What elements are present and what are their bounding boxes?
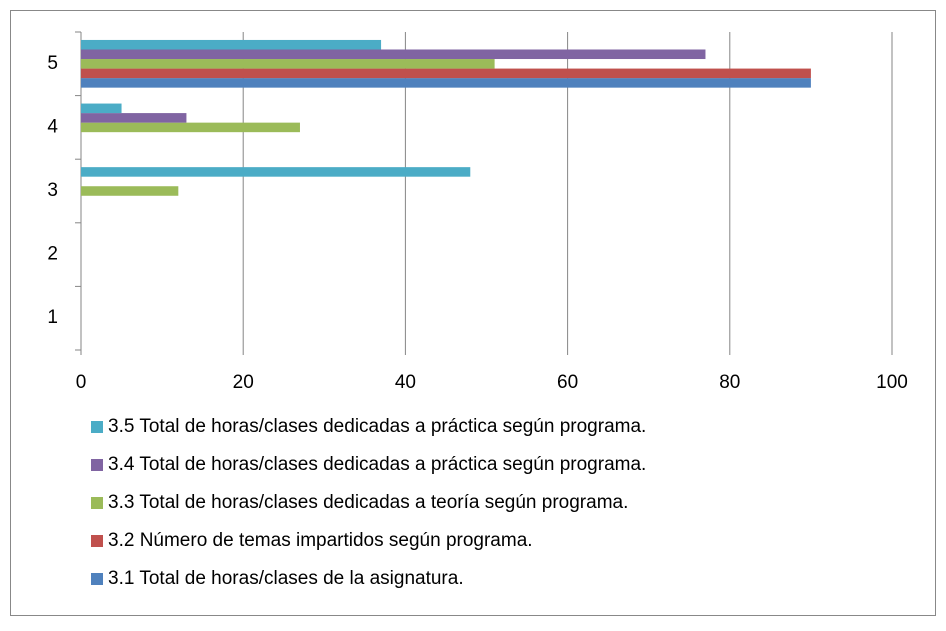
legend-swatch: [91, 497, 103, 509]
bar: [81, 167, 471, 177]
x-tick-label: 100: [876, 372, 908, 393]
bar: [81, 113, 187, 123]
bar: [81, 122, 300, 133]
x-tick-label: 80: [719, 372, 740, 393]
bar: [81, 59, 495, 69]
bar: [81, 78, 811, 88]
legend-label: 3.1 Total de horas/clases de la asignatu…: [108, 568, 464, 589]
legend-label: 3.2 Número de temas impartidos según pro…: [108, 530, 533, 551]
legend-label: 3.3 Total de horas/clases dedicadas a te…: [108, 492, 628, 513]
x-tick-label: 40: [395, 372, 416, 393]
legend-swatch: [91, 535, 103, 547]
bar: [81, 186, 179, 196]
bar: [81, 39, 382, 50]
x-tick-label: 0: [76, 372, 87, 393]
bar: [81, 68, 811, 79]
legend-swatch: [91, 459, 103, 471]
legend-label: 3.5 Total de horas/clases dedicadas a pr…: [108, 416, 646, 437]
legend-label: 3.4 Total de horas/clases dedicadas a pr…: [108, 454, 646, 475]
bar: [81, 103, 122, 114]
y-tick-label: 3: [47, 180, 58, 201]
x-tick-label: 20: [233, 372, 254, 393]
bar: [81, 49, 706, 60]
y-tick-label: 4: [47, 116, 58, 137]
x-tick-label: 60: [557, 372, 578, 393]
legend-swatch: [91, 573, 103, 585]
chart-frame: [10, 10, 936, 616]
y-tick-label: 1: [47, 307, 58, 328]
legend-swatch: [91, 421, 103, 433]
y-tick-label: 5: [47, 53, 58, 74]
y-tick-label: 2: [47, 244, 58, 265]
